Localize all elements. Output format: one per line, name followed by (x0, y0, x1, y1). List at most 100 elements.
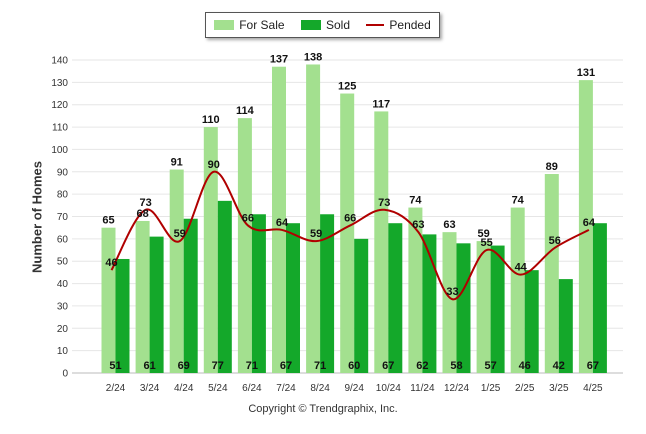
data-label-pended: 46 (105, 257, 117, 269)
legend-swatch-pended (366, 24, 385, 26)
data-label-sold: 71 (314, 360, 326, 372)
legend-item-for-sale[interactable]: For Sale (214, 18, 285, 32)
bar-for-sale (306, 64, 321, 373)
x-tick-label: 12/24 (444, 383, 469, 394)
bar-for-sale (237, 118, 252, 373)
bar-for-sale (476, 241, 491, 373)
bar-for-sale (510, 207, 525, 373)
bar-sold (592, 223, 607, 373)
bar-sold (354, 238, 369, 373)
data-label-for-sale: 59 (477, 228, 489, 240)
data-label-for-sale: 74 (512, 195, 525, 207)
legend-label-pended: Pended (389, 18, 431, 32)
data-label-for-sale: 74 (409, 195, 422, 207)
copyright-text: Copyright © Trendgraphix, Inc. (248, 403, 398, 415)
bar-sold (320, 214, 335, 373)
x-tick-label: 4/25 (583, 383, 603, 394)
bar-for-sale (169, 169, 184, 373)
y-tick-label: 30 (57, 301, 69, 312)
bar-sold (286, 223, 300, 373)
x-tick-label: 3/24 (140, 383, 160, 394)
data-label-for-sale: 110 (202, 114, 220, 126)
bar-sold (115, 258, 130, 373)
data-label-sold: 67 (587, 360, 599, 372)
data-label-sold: 77 (212, 360, 224, 372)
bar-for-sale (408, 207, 423, 373)
line-pended (110, 170, 590, 301)
data-label-pended: 64 (276, 217, 289, 229)
data-label-sold: 58 (450, 360, 462, 372)
data-label-for-sale: 137 (270, 54, 288, 66)
bar-for-sale (203, 127, 218, 373)
x-tick-label: 9/24 (344, 383, 364, 394)
data-label-for-sale: 117 (372, 98, 390, 110)
legend-item-sold[interactable]: Sold (300, 18, 350, 32)
x-tick-label: 2/25 (515, 383, 535, 394)
data-label-sold: 62 (416, 360, 428, 372)
legend-item-pended[interactable]: Pended (366, 18, 431, 32)
y-tick-label: 0 (62, 369, 68, 380)
bar-sold (251, 214, 266, 373)
data-label-pended: 55 (480, 237, 492, 249)
x-tick-label: 7/24 (276, 383, 296, 394)
legend-label-for-sale: For Sale (239, 18, 285, 32)
data-label-for-sale: 138 (304, 51, 322, 63)
data-label-pended: 33 (446, 286, 458, 298)
y-tick-label: 10 (57, 346, 69, 357)
legend-label-sold: Sold (325, 18, 350, 32)
x-tick-label: 3/25 (549, 383, 569, 394)
data-label-pended: 73 (378, 197, 390, 209)
y-tick-label: 90 (57, 167, 69, 178)
data-label-for-sale: 91 (171, 157, 183, 169)
data-label-for-sale: 68 (136, 208, 148, 220)
y-tick-label: 140 (51, 56, 68, 67)
y-tick-label: 50 (57, 257, 69, 268)
x-tick-label: 2/24 (106, 383, 126, 394)
bar-sold (558, 279, 573, 373)
x-tick-label: 11/24 (410, 383, 435, 394)
data-label-pended: 66 (344, 212, 356, 224)
data-label-pended: 56 (549, 235, 561, 247)
bar-for-sale (544, 174, 559, 373)
data-label-pended: 59 (310, 228, 322, 240)
bar-for-sale (101, 227, 116, 373)
bar-sold (149, 236, 164, 373)
x-tick-label: 1/25 (481, 383, 501, 394)
data-label-sold: 42 (553, 360, 565, 372)
data-label-for-sale: 125 (338, 81, 356, 93)
bar-sold (456, 243, 471, 373)
data-label-pended: 63 (412, 219, 424, 231)
bar-for-sale (340, 93, 355, 374)
legend-swatch-for-sale (214, 20, 235, 30)
data-label-for-sale: 131 (577, 67, 595, 79)
data-label-sold: 69 (178, 360, 190, 372)
bar-for-sale (442, 232, 457, 373)
x-tick-label: 10/24 (376, 383, 401, 394)
y-tick-label: 120 (51, 100, 68, 111)
bar-sold (217, 200, 232, 373)
data-label-pended: 90 (208, 159, 220, 171)
data-label-for-sale: 65 (102, 215, 114, 227)
x-tick-label: 4/24 (174, 383, 194, 394)
data-label-pended: 44 (515, 262, 528, 274)
y-tick-label: 100 (51, 145, 68, 156)
data-label-pended: 66 (242, 212, 254, 224)
bar-for-sale (374, 111, 389, 374)
y-tick-label: 20 (57, 324, 69, 335)
data-label-sold: 57 (484, 360, 496, 372)
data-label-sold: 67 (280, 360, 292, 372)
bar-sold (422, 234, 437, 373)
legend-swatch-sold (300, 20, 321, 30)
data-label-for-sale: 89 (546, 161, 558, 173)
y-tick-label: 70 (57, 212, 69, 223)
bar-for-sale (578, 80, 593, 373)
data-label-pended: 73 (139, 197, 151, 209)
y-tick-label: 130 (51, 78, 68, 89)
data-label-sold: 60 (348, 360, 360, 372)
data-label-for-sale: 63 (443, 219, 455, 231)
data-label-sold: 46 (519, 360, 531, 372)
legend: For Sale Sold Pended (205, 12, 440, 38)
data-label-pended: 64 (583, 217, 596, 229)
bar-sold (490, 245, 505, 373)
